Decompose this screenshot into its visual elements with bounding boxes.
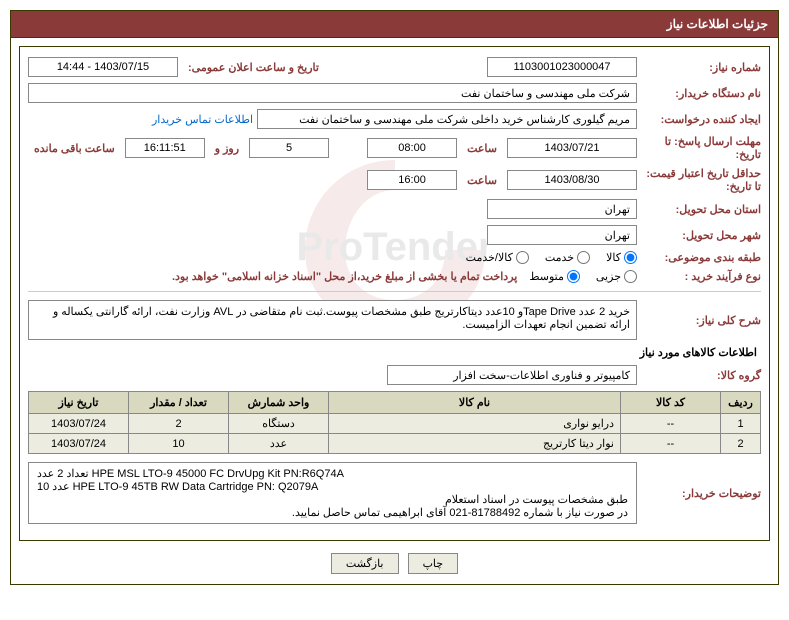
field-price-valid-hour: 16:00 — [367, 170, 457, 190]
lbl-reply-deadline: مهلت ارسال پاسخ: تا تاریخ: — [641, 135, 761, 161]
field-reply-hour: 08:00 — [367, 138, 457, 158]
lbl-price-valid: حداقل تاریخ اعتبار قیمت: تا تاریخ: — [641, 167, 761, 193]
th-2: نام کالا — [329, 392, 621, 414]
lbl-need-desc: شرح کلی نیاز: — [641, 314, 761, 327]
field-need-desc: خرید 2 عدد Tape Driveو 10عدد دیتاکارتریج… — [28, 300, 637, 340]
main-fieldset: شماره نیاز: 1103001023000047 تاریخ و ساع… — [19, 46, 770, 541]
lbl-buyer-notes: توضیحات خریدار: — [641, 487, 761, 500]
field-remain-days: 5 — [249, 138, 329, 158]
lbl-requester: ایجاد کننده درخواست: — [641, 113, 761, 126]
lbl-hour-2: ساعت — [461, 174, 503, 187]
radio-pur-0[interactable]: جزیی — [596, 270, 637, 283]
th-3: واحد شمارش — [229, 392, 329, 414]
radio-group-category: کالا خدمت کالا/خدمت — [466, 251, 637, 264]
back-button[interactable]: بازگشت — [331, 553, 399, 574]
goods-table: ردیف کد کالا نام کالا واحد شمارش تعداد /… — [28, 391, 761, 454]
lbl-need-no: شماره نیاز: — [641, 61, 761, 74]
button-row: چاپ بازگشت — [19, 547, 770, 576]
radio-cat-0[interactable]: کالا — [606, 251, 637, 264]
lbl-purchase-type: نوع فرآیند خرید : — [641, 270, 761, 283]
payment-note: پرداخت تمام یا بخشی از مبلغ خرید،از محل … — [172, 270, 517, 283]
form-area: شماره نیاز: 1103001023000047 تاریخ و ساع… — [10, 38, 779, 585]
lbl-province: استان محل تحویل: — [641, 203, 761, 216]
lbl-days-and: روز و — [209, 142, 245, 155]
lbl-announce-dt: تاریخ و ساعت اعلان عمومی: — [182, 61, 325, 74]
panel-header: جزئیات اطلاعات نیاز — [10, 10, 779, 38]
radio-group-purchase: جزیی متوسط — [529, 270, 637, 283]
th-1: کد کالا — [621, 392, 721, 414]
field-buyer-org: شرکت ملی مهندسی و ساختمان نفت — [28, 83, 637, 103]
radio-pur-1-input[interactable] — [567, 270, 580, 283]
radio-cat-1[interactable]: خدمت — [545, 251, 590, 264]
table-row: 1 -- درایو نواری دستگاه 2 1403/07/24 — [29, 414, 761, 434]
field-province: تهران — [487, 199, 637, 219]
lbl-city: شهر محل تحویل: — [641, 229, 761, 242]
goods-info-title: اطلاعات کالاهای مورد نیاز — [640, 346, 761, 359]
radio-pur-1[interactable]: متوسط — [529, 270, 580, 283]
radio-cat-2[interactable]: کالا/خدمت — [466, 251, 529, 264]
field-reply-date: 1403/07/21 — [507, 138, 637, 158]
radio-pur-0-input[interactable] — [624, 270, 637, 283]
table-row: 2 -- نوار دیتا کارتریج عدد 10 1403/07/24 — [29, 434, 761, 454]
field-requester: مریم گیلوری کارشناس خرید داخلی شرکت ملی … — [257, 109, 637, 129]
panel-title: جزئیات اطلاعات نیاز — [667, 17, 768, 31]
link-buyer-contact[interactable]: اطلاعات تماس خریدار — [152, 113, 253, 126]
th-4: تعداد / مقدار — [129, 392, 229, 414]
lbl-hour-1: ساعت — [461, 142, 503, 155]
th-5: تاریخ نیاز — [29, 392, 129, 414]
th-0: ردیف — [721, 392, 761, 414]
field-announce-dt: 1403/07/15 - 14:44 — [28, 57, 178, 77]
field-goods-group: کامپیوتر و فناوری اطلاعات-سخت افزار — [387, 365, 637, 385]
radio-cat-2-input[interactable] — [516, 251, 529, 264]
print-button[interactable]: چاپ — [408, 553, 459, 574]
radio-cat-1-input[interactable] — [577, 251, 590, 264]
field-need-no: 1103001023000047 — [487, 57, 637, 77]
field-buyer-notes: تعداد 2 عدد HPE MSL LTO-9 45000 FC DrvUp… — [28, 462, 637, 524]
field-remain-time: 16:11:51 — [125, 138, 205, 158]
lbl-goods-group: گروه کالا: — [641, 369, 761, 382]
radio-cat-0-input[interactable] — [624, 251, 637, 264]
lbl-buyer-org: نام دستگاه خریدار: — [641, 87, 761, 100]
field-price-valid-date: 1403/08/30 — [507, 170, 637, 190]
lbl-category: طبقه بندی موضوعی: — [641, 251, 761, 264]
lbl-remaining: ساعت باقی مانده — [28, 142, 121, 155]
field-city: تهران — [487, 225, 637, 245]
